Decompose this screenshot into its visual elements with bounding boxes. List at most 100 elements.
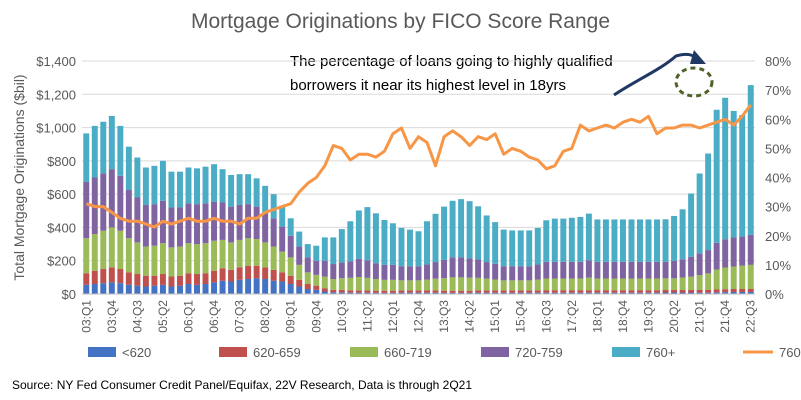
bar-segment: [330, 264, 337, 280]
bar-segment: [151, 204, 158, 246]
bar-segment: [637, 290, 643, 293]
bar-segment: [194, 244, 200, 275]
legend-label: 660-719: [384, 345, 432, 360]
x-tick-label: 11:Q2: [360, 300, 374, 332]
y-tick-label: $400: [47, 220, 76, 235]
bar-segment: [441, 278, 448, 291]
bar-segment: [142, 286, 149, 294]
bar-segment: [509, 230, 516, 267]
bar-segment: [611, 292, 618, 294]
annotation-arrow: [613, 52, 700, 97]
bar-segment: [594, 292, 601, 294]
x-tick-label: 05:Q2: [156, 300, 170, 333]
bar-segment: [449, 200, 456, 258]
bar-segment: [577, 292, 584, 294]
bar-segment: [517, 266, 524, 281]
bar-segment: [236, 267, 243, 280]
bar-segment: [253, 206, 260, 240]
bar-segment: [364, 260, 371, 278]
bar-segment: [705, 292, 712, 294]
bar-segment: [321, 276, 328, 289]
bar-segment: [168, 276, 175, 287]
bar-segment: [364, 207, 371, 261]
bar-segment: [185, 243, 192, 274]
bar-segment: [543, 261, 550, 279]
bar-segment: [577, 216, 584, 262]
bar-segment: [679, 290, 686, 293]
bar-segment: [194, 204, 200, 245]
bar-segment: [662, 219, 669, 262]
x-tick-label: 14:Q2: [463, 300, 477, 333]
bar-segment: [594, 278, 601, 291]
bar-segment: [662, 292, 669, 294]
bar-segment: [432, 290, 439, 293]
bar-segment: [270, 246, 277, 270]
bar-segment: [585, 277, 592, 291]
bar-segment: [134, 285, 141, 294]
bar-segment: [372, 290, 379, 293]
y2-tick-label: 60%: [765, 112, 791, 127]
y2-tick-label: 20%: [765, 229, 791, 244]
bar-segment: [296, 246, 303, 265]
bar-segment: [117, 269, 124, 284]
legend-label: 720-759: [515, 345, 563, 360]
bar-segment: [176, 246, 183, 276]
bar-segment: [594, 290, 601, 293]
highlight-circle: [674, 66, 714, 98]
bar-segment: [517, 292, 524, 294]
bar-segment: [398, 290, 405, 293]
bar-segment: [253, 178, 260, 207]
bar-segment: [100, 230, 107, 270]
legend-label: 760+ / Total (rhs): [779, 345, 801, 360]
bar-segment: [389, 290, 396, 293]
bar-segment: [313, 260, 320, 275]
bar-segment: [628, 290, 635, 293]
bar-segment: [637, 219, 643, 262]
annotation-arrowhead: [690, 50, 706, 64]
bar-segment: [585, 292, 592, 294]
bar-segment: [543, 278, 550, 291]
bar-segment: [117, 125, 124, 176]
bar-segment: [611, 219, 618, 262]
bar-segment: [296, 231, 303, 247]
bar-segment: [202, 166, 209, 204]
x-tick-label: 20:Q2: [667, 300, 681, 333]
bar-segment: [475, 206, 482, 260]
x-tick-label: 09:Q1: [284, 300, 298, 333]
bar-segment: [679, 277, 686, 291]
bar-segment: [483, 262, 490, 279]
bar-segment: [100, 173, 107, 231]
bar-segment: [330, 292, 337, 294]
bar-segment: [330, 289, 337, 293]
bar-segment: [253, 278, 260, 294]
bar-segment: [381, 219, 388, 265]
bar-segment: [534, 227, 541, 265]
bar-segment: [185, 273, 192, 285]
bar-segment: [398, 266, 405, 281]
bar-segment: [279, 226, 286, 252]
bar-segment: [83, 238, 90, 274]
source-note: Source: NY Fed Consumer Credit Panel/Equ…: [12, 378, 473, 392]
bar-segment: [713, 269, 720, 290]
bar-segment: [730, 292, 737, 294]
bar-segment: [543, 292, 550, 294]
bar-segment: [185, 203, 192, 244]
bar-segment: [270, 280, 277, 294]
y-axis-title: Total Mortgage Originations ($bil): [11, 74, 27, 280]
bar-segment: [168, 171, 175, 208]
bar-segment: [117, 283, 124, 294]
bar-segment: [534, 290, 541, 293]
bar-segment: [466, 292, 473, 294]
bar-segment: [245, 204, 252, 239]
bar-segment: [662, 261, 669, 279]
bar-segment: [475, 259, 482, 278]
bar-segment: [713, 292, 720, 294]
bar-segment: [466, 277, 473, 291]
x-tick-label: 04:Q3: [130, 300, 144, 333]
bar-segment: [432, 213, 439, 263]
bar-segment: [398, 280, 405, 291]
bar-segment: [253, 239, 260, 266]
bar-segment: [619, 290, 626, 293]
bar-segment: [526, 292, 533, 294]
bar-segment: [211, 164, 218, 202]
